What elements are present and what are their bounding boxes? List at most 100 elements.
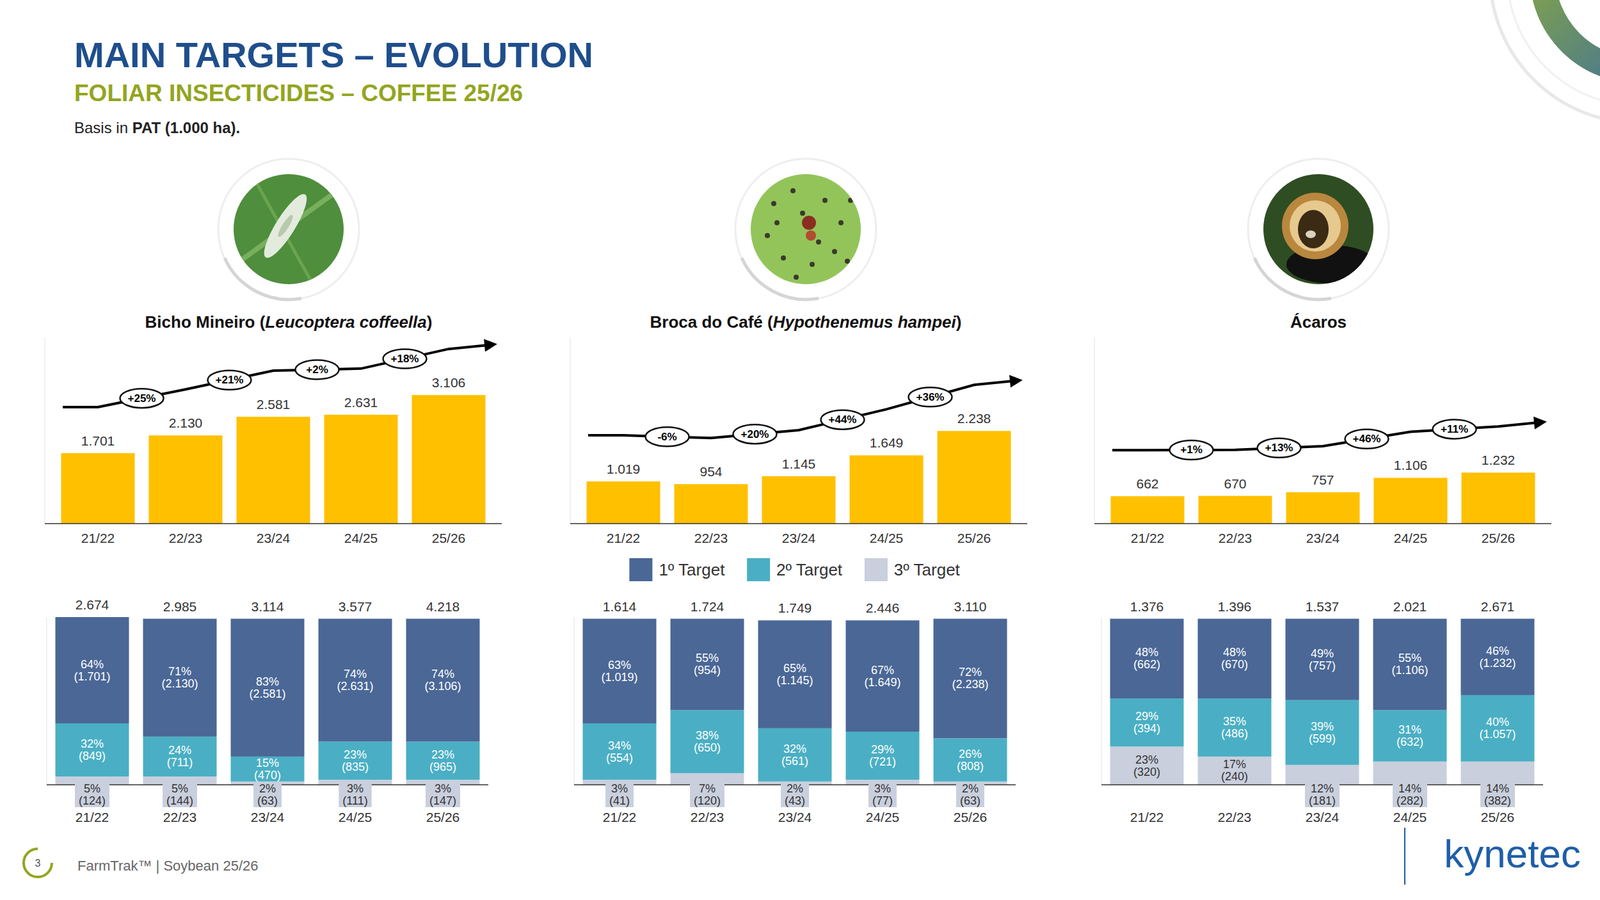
segment-count: (382) (1484, 794, 1512, 808)
segment-percent: 55% (695, 651, 719, 665)
bar-segment (1110, 746, 1184, 785)
segment-count: (240) (1221, 769, 1248, 783)
title-part: Leucoptera coffeella (264, 312, 427, 332)
segment-label-box: 3%(41) (605, 781, 634, 808)
x-tick-label: 25/26 (1480, 809, 1515, 825)
segment-percent: 40% (1486, 715, 1510, 729)
segment-percent: 17% (1223, 757, 1247, 771)
y-axis (570, 337, 571, 524)
segment-percent: 49% (1310, 647, 1334, 660)
segment-count: (1.145) (776, 673, 813, 687)
basis-bold: PAT (1.000 ha). (132, 119, 241, 137)
bar-segment (1373, 618, 1448, 711)
segment-percent: 5% (83, 782, 101, 795)
x-tick-label: 25/26 (1481, 530, 1516, 546)
spot (793, 274, 799, 280)
leaf-mine (257, 189, 314, 263)
bar-segment (670, 618, 745, 711)
growth-badge (208, 370, 252, 390)
total-label: 2.985 (163, 599, 198, 614)
x-tick-label: 21/22 (606, 530, 641, 546)
segment-percent: 38% (695, 728, 719, 742)
segment-count: (2.238) (951, 677, 989, 691)
data-label: 2.130 (168, 415, 203, 431)
bar-segment (758, 728, 832, 782)
bars (1111, 472, 1536, 524)
segment-percent: 12% (1310, 782, 1334, 795)
segment-percent: 23% (1135, 753, 1159, 767)
data-label: 1.106 (1393, 457, 1428, 473)
growth-badge (1169, 440, 1214, 460)
growth-label: +18% (391, 352, 420, 365)
total-label: 3.110 (954, 599, 987, 614)
segment-count: (3.106) (424, 679, 461, 693)
bars (61, 394, 486, 524)
bar (412, 394, 486, 524)
bar-segment (933, 737, 1008, 781)
panel-title: Bicho Mineiro (Leucoptera coffeella) (145, 312, 433, 332)
segment-percent: 63% (608, 658, 632, 672)
x-axis (44, 522, 502, 525)
segment-percent: 48% (1135, 645, 1159, 659)
logo: kynetec (1443, 831, 1581, 876)
growth-label: +13% (1265, 441, 1294, 454)
icon-ring (735, 158, 877, 300)
segment-percent: 31% (1398, 723, 1422, 736)
leaf-vein (250, 171, 315, 287)
segment-percent: 5% (171, 782, 189, 795)
x-tick-label: 23/24 (250, 809, 285, 825)
segment-percent: 46% (1486, 644, 1510, 658)
spot (780, 255, 786, 261)
subtitle: FOLIAR INSECTICIDES – COFFEE 25/26 (74, 80, 523, 107)
footer: FarmTrak™ | Soybean 25/26 (77, 857, 258, 874)
spot (844, 258, 850, 264)
bar (1461, 472, 1536, 524)
legend: 1º Target2º Target3º Target (629, 558, 960, 582)
segment-count: (757) (1308, 659, 1336, 672)
bar (586, 481, 661, 524)
segment-percent: 67% (871, 663, 895, 677)
bar-segment (1110, 698, 1184, 747)
basis-prefix: Basis in (74, 119, 133, 137)
total-label: 1.614 (602, 599, 637, 614)
growth-badge (383, 349, 427, 369)
growth-label: -6% (657, 430, 677, 443)
label-patch (162, 781, 198, 808)
bar-segment (583, 618, 657, 724)
growth-label: +21% (215, 373, 244, 386)
bar-segment (143, 618, 217, 737)
bar-segment (933, 618, 1008, 739)
title: MAIN TARGETS – EVOLUTION (74, 34, 594, 75)
bar (324, 414, 399, 524)
x-tick-label: 21/22 (75, 809, 110, 825)
photo-bg (1260, 171, 1376, 287)
x-tick-label: 24/25 (869, 530, 904, 546)
borer (805, 230, 816, 241)
data-label: 1.019 (606, 461, 641, 477)
segment-percent: 39% (1310, 720, 1334, 733)
segment-count: (282) (1396, 794, 1424, 808)
spot (816, 239, 822, 245)
segment-count: (835) (341, 760, 369, 774)
bar-segment (1461, 618, 1535, 696)
segment-percent: 3% (346, 782, 364, 795)
data-label: 1.145 (782, 456, 816, 472)
bar-segment (1373, 709, 1448, 761)
x-tick-label: 23/24 (778, 809, 813, 825)
icon-ring (218, 158, 360, 300)
spot (800, 210, 806, 216)
data-label: 954 (699, 464, 722, 479)
growth-badge (120, 388, 164, 408)
bar-segment (1285, 700, 1360, 765)
title-part: Hypothenemus hampei (773, 312, 957, 332)
segment-count: (1.232) (1479, 656, 1516, 670)
segment-count: (670) (1221, 657, 1248, 671)
segment-label-box: 3%(111) (338, 781, 372, 808)
spot (774, 220, 780, 226)
stacked-bars (583, 618, 1008, 785)
segment-label-box: 5%(124) (74, 781, 110, 808)
label-patch (780, 781, 809, 808)
photo-bg (231, 171, 347, 287)
spot (848, 197, 854, 203)
segment-percent: 26% (958, 747, 982, 761)
